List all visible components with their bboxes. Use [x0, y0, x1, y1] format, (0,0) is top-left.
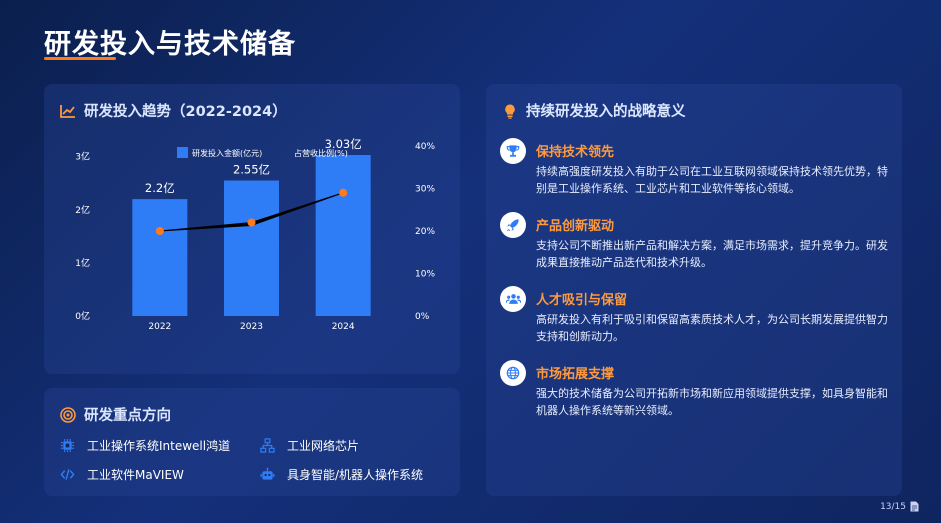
strategy-item-heading: 保持技术领先: [536, 145, 615, 160]
y-right-tick-label: 0%: [415, 312, 430, 322]
rd-chart: 0亿 1亿 2亿 3亿 0% 10% 20% 30% 40% 2.2亿 2022 2.55亿 2023 3…: [75, 137, 435, 332]
globe-icon: [506, 366, 520, 380]
bar-value-label: 3.03亿: [325, 137, 362, 151]
strategy-card: 持续研发投入的战略意义 保持技术领先 持续高强度研发投入有助于公司在工业互联网领…: [486, 84, 902, 496]
strategy-item-heading: 市场拓展支撑: [536, 367, 615, 382]
chip-icon: [60, 438, 75, 453]
legend-label-ratio: 占营收比例(%): [294, 148, 348, 158]
y-right-tick-label: 40%: [415, 142, 435, 152]
document-icon: [910, 501, 919, 512]
ratio-point: [155, 227, 164, 235]
y-right-tick-label: 10%: [415, 270, 435, 280]
strategy-item-icon-wrap: [500, 360, 526, 386]
strategy-item-body: 高研发投入有利于吸引和保留高素质技术人才，为公司长期发展提供智力支持和创新动力。: [536, 313, 888, 343]
strategy-item-icon-wrap: [500, 286, 526, 312]
bar: [132, 199, 188, 316]
chart-card-header: 研发投入趋势（2022-2024）: [60, 100, 287, 121]
robot-icon: [260, 467, 275, 480]
x-tick-label: 2023: [240, 322, 263, 332]
chart-card: 研发投入趋势（2022-2024） 0亿 1亿 2亿 3亿 0% 10% 20% 30% 40%…: [44, 84, 460, 374]
bar: [224, 180, 279, 316]
bar: [315, 155, 371, 316]
network-icon: [260, 438, 275, 453]
strategy-item-body: 强大的技术储备为公司开拓新市场和新应用领域提供支撑，如具身智能和机器人操作系统等…: [536, 387, 888, 417]
focus-item-label: 工业软件MaVIEW: [87, 468, 184, 482]
y-left-tick-label: 3亿: [75, 151, 90, 163]
trophy-icon: [506, 145, 520, 157]
focus-item-software: 工业软件MaVIEW: [60, 466, 184, 483]
y-right-tick-label: 30%: [415, 185, 435, 195]
strategy-item-body: 支持公司不断推出新产品和解决方案，满足市场需求，提升竞争力。研发成果直接推动产品…: [536, 239, 888, 269]
focus-item-label: 具身智能/机器人操作系统: [287, 468, 424, 482]
strategy-item-icon-wrap: [500, 212, 526, 238]
users-icon: [505, 294, 521, 304]
legend-label-bars: 研发投入金额(亿元): [192, 148, 262, 158]
ratio-point: [247, 218, 256, 227]
focus-card-header: 研发重点方向: [60, 404, 171, 425]
strategy-card-title: 持续研发投入的战略意义: [526, 104, 686, 120]
x-tick-label: 2022: [148, 322, 171, 332]
chart-card-title: 研发投入趋势（2022-2024）: [84, 104, 287, 120]
focus-item-chip: 工业网络芯片: [260, 437, 359, 454]
line-chart-icon: [60, 104, 75, 118]
ratio-point: [339, 188, 348, 197]
y-left-tick-label: 1亿: [75, 257, 90, 269]
page-number-text: 13/15: [880, 501, 906, 512]
page-title: 研发投入与技术储备: [44, 29, 296, 60]
code-icon: [60, 469, 75, 480]
target-icon: [60, 406, 76, 423]
rocket-icon: [506, 219, 519, 232]
page-number: 13/15: [880, 501, 919, 512]
focus-item-os: 工业操作系统Intewell鸿道: [60, 437, 230, 454]
focus-card: 研发重点方向 工业操作系统Intewell鸿道 工业网络芯片 工业软件MaVIE…: [44, 388, 460, 496]
strategy-card-header: 持续研发投入的战略意义: [502, 100, 686, 121]
focus-item-label: 工业网络芯片: [287, 439, 360, 453]
x-tick-label: 2024: [332, 322, 355, 332]
strategy-item-icon-wrap: [500, 138, 526, 164]
lightbulb-icon: [505, 104, 515, 119]
bar-value-label: 2.2亿: [145, 181, 175, 195]
y-left-tick-label: 2亿: [75, 204, 90, 216]
strategy-item-body: 持续高强度研发投入有助于公司在工业互联网领域保持技术领先优势，特别是工业操作系统…: [536, 165, 888, 195]
focus-item-label: 工业操作系统Intewell鸿道: [87, 439, 231, 453]
bar-value-label: 2.55亿: [233, 163, 270, 177]
focus-item-robot: 具身智能/机器人操作系统: [260, 466, 423, 483]
focus-card-title: 研发重点方向: [84, 408, 171, 424]
legend-swatch-bars: [177, 147, 188, 158]
strategy-item-heading: 产品创新驱动: [536, 219, 615, 234]
y-right-tick-label: 20%: [415, 227, 435, 237]
y-left-tick-label: 0亿: [75, 310, 90, 322]
title-underline: [44, 57, 116, 60]
strategy-item-heading: 人才吸引与保留: [536, 293, 628, 308]
